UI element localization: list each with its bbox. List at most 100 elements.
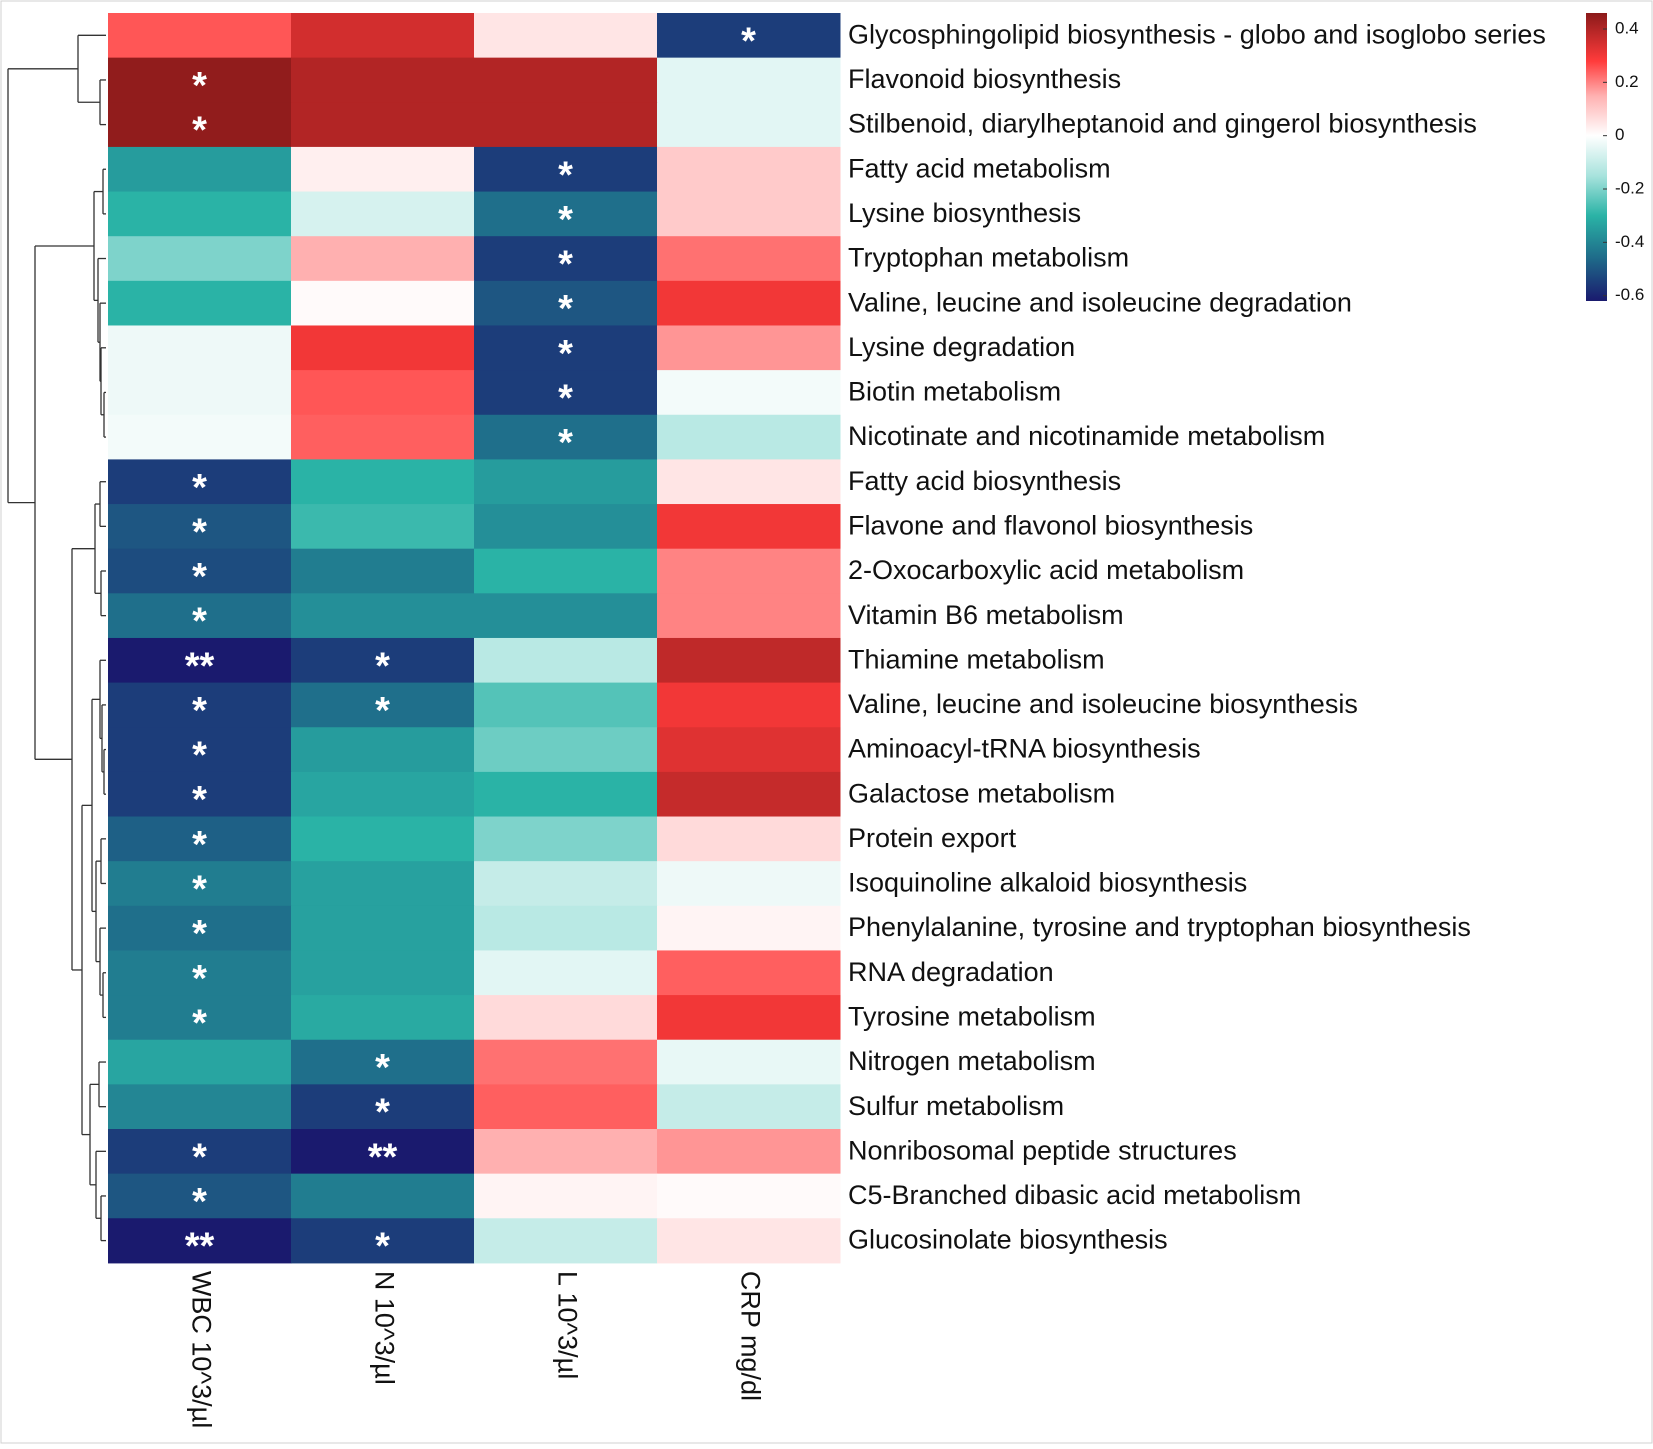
heatmap-cell (291, 771, 475, 818)
heatmap-cell (657, 995, 841, 1041)
heatmap-cell (474, 637, 658, 684)
significance-mark: * (192, 65, 207, 107)
heatmap-cell (474, 102, 658, 148)
heatmap-cell (474, 459, 658, 505)
significance-mark: * (558, 422, 573, 464)
dendrogram (7, 34, 106, 1242)
heatmap-cell (291, 1039, 475, 1085)
heatmap-cell (474, 1173, 658, 1219)
heatmap-cell (291, 548, 475, 594)
heatmap-cell (657, 1173, 841, 1219)
colorbar-tick-label: 0.2 (1615, 72, 1639, 91)
heatmap-cell (291, 504, 475, 550)
heatmap-cell (474, 861, 658, 907)
row-label: Valine, leucine and isoleucine degradati… (848, 287, 1352, 317)
heatmap-cell (474, 593, 658, 639)
heatmap-cell (291, 236, 475, 282)
heatmap-cell (657, 727, 841, 773)
significance-mark: * (375, 645, 390, 687)
significance-mark: * (192, 511, 207, 553)
heatmap-cell (108, 236, 292, 282)
column-label: L 10^3/µl (552, 1271, 582, 1379)
heatmap-cell (108, 995, 292, 1041)
heatmap-cell (108, 816, 292, 862)
significance-mark: ** (185, 645, 215, 687)
heatmap-cell (291, 57, 475, 103)
significance-mark: * (558, 288, 573, 330)
heatmap-cell (657, 950, 841, 996)
column-label: CRP mg/dl (735, 1271, 765, 1401)
row-label: Nicotinate and nicotinamide metabolism (848, 421, 1325, 451)
significance-mark: * (192, 467, 207, 509)
row-label: Aminoacyl-tRNA biosynthesis (848, 734, 1201, 764)
significance-mark: * (192, 556, 207, 598)
significance-mark: * (192, 601, 207, 643)
heatmap-cell (474, 995, 658, 1041)
row-label: Phenylalanine, tyrosine and tryptophan b… (848, 912, 1471, 942)
heatmap-cell (657, 236, 841, 282)
significance-mark: * (192, 913, 207, 955)
heatmap-cell (108, 191, 292, 237)
heatmap-cell (291, 682, 475, 728)
heatmap-cell (657, 57, 841, 103)
heatmap-cell (291, 816, 475, 862)
significance-mark: * (192, 958, 207, 1000)
heatmap-cell (291, 191, 475, 237)
heatmap-cell (657, 682, 841, 728)
heatmap-cell (291, 1129, 475, 1175)
heatmap-cell (474, 370, 658, 416)
row-label: C5-Branched dibasic acid metabolism (848, 1180, 1301, 1210)
heatmap-cell (657, 102, 841, 148)
heatmap-cell (108, 727, 292, 773)
heatmap-cell (657, 548, 841, 594)
heatmap-cell (657, 280, 841, 326)
heatmap-cell (108, 593, 292, 639)
heatmap-cell (657, 370, 841, 416)
heatmap-cell (474, 13, 658, 59)
row-label: Nitrogen metabolism (848, 1046, 1096, 1076)
heatmap-cell (474, 1218, 658, 1264)
significance-mark: * (558, 199, 573, 241)
heatmap-cell (291, 102, 475, 148)
row-label: Flavonoid biosynthesis (848, 64, 1121, 94)
heatmap-cell (108, 637, 292, 684)
significance-mark: * (192, 869, 207, 911)
significance-mark: * (192, 110, 207, 152)
heatmap-cell (474, 57, 658, 103)
heatmap-cell (291, 727, 475, 773)
heatmap-cell (474, 727, 658, 773)
heatmap-cell (108, 325, 292, 371)
column-label: N 10^3/µl (369, 1271, 399, 1385)
row-label: Glycosphingolipid biosynthesis - globo a… (848, 19, 1546, 49)
row-label: Tryptophan metabolism (848, 243, 1129, 273)
significance-mark: * (375, 690, 390, 732)
heatmap-cell (291, 146, 475, 193)
heatmap-cell (657, 1039, 841, 1085)
heatmap-cell (108, 146, 292, 193)
heatmap-cell (657, 146, 841, 193)
significance-mark: * (558, 377, 573, 419)
heatmap-cell (108, 1039, 292, 1085)
row-label: Stilbenoid, diarylheptanoid and gingerol… (848, 109, 1477, 139)
row-label: RNA degradation (848, 957, 1054, 987)
heatmap-cell (657, 13, 841, 59)
heatmap-cell (108, 1084, 292, 1130)
row-label: Biotin metabolism (848, 377, 1061, 407)
heatmap-cell (474, 950, 658, 996)
heatmap-cell (474, 682, 658, 728)
row-label: Tyrosine metabolism (848, 1002, 1096, 1032)
colorbar-tick-label: 0.4 (1615, 18, 1639, 37)
heatmap-cell (657, 459, 841, 505)
heatmap-cell (657, 1129, 841, 1175)
heatmap-cell (657, 861, 841, 907)
heatmap-cell (474, 280, 658, 326)
heatmap-cell (474, 1039, 658, 1085)
significance-mark: * (192, 824, 207, 866)
row-label: 2-Oxocarboxylic acid metabolism (848, 555, 1244, 585)
heatmap-cell (474, 816, 658, 862)
heatmap-cell (291, 637, 475, 684)
significance-mark: * (192, 1136, 207, 1178)
colorbar-tick-label: 0 (1615, 125, 1624, 144)
heatmap-cell (291, 1173, 475, 1219)
